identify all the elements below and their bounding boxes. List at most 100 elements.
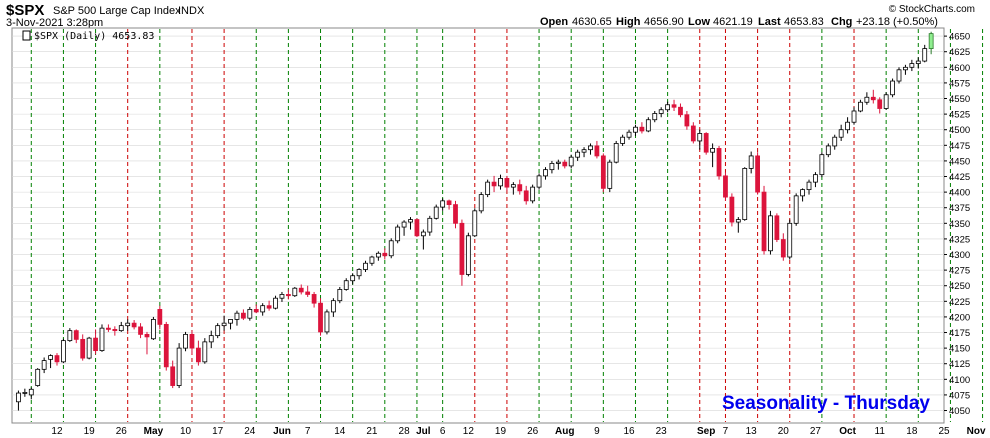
y-tick-label: 4400 <box>949 188 970 199</box>
candle-body <box>928 33 934 49</box>
candle-body <box>832 136 838 147</box>
candle-body <box>170 366 176 386</box>
candle <box>453 200 458 229</box>
x-tick-label: 14 <box>334 426 346 437</box>
x-tick-label: 6 <box>440 426 446 437</box>
candle <box>414 218 420 238</box>
x-tick-label: 24 <box>244 426 256 437</box>
candle <box>330 298 336 317</box>
candle <box>774 213 780 243</box>
x-axis: 12 19 26 May 10 17 24 Jun 7 14 21 28 Jul 6 12 19 26 Aug 9 1… <box>51 426 986 437</box>
candle <box>877 97 883 114</box>
candle-body <box>144 333 150 338</box>
index-name: S&P 500 Large Cap Index <box>53 5 181 17</box>
candle <box>697 129 703 150</box>
candle <box>633 124 638 136</box>
candle-body <box>562 161 568 167</box>
candle-body <box>858 101 863 112</box>
candle <box>562 159 568 169</box>
candle <box>723 172 728 201</box>
candle-body <box>279 294 285 299</box>
candle-body <box>555 161 561 164</box>
candle-body <box>54 355 60 363</box>
candle <box>22 388 28 397</box>
candle-body <box>196 347 201 363</box>
last-value: 4653.83 <box>784 16 824 28</box>
candle-body <box>652 113 658 121</box>
y-tick-label: 4050 <box>949 406 970 417</box>
legend-swatch <box>22 30 31 41</box>
candle <box>575 149 581 161</box>
candle <box>196 340 201 366</box>
candle-body <box>723 175 728 198</box>
candle <box>588 143 593 155</box>
x-tick-label: 18 <box>906 426 918 437</box>
candle <box>221 315 227 331</box>
candle <box>485 179 491 198</box>
candle <box>151 316 156 341</box>
y-tick-label: 4600 <box>949 63 970 74</box>
candle-body <box>453 204 458 224</box>
candle-body <box>825 145 831 156</box>
candle <box>742 167 748 221</box>
candle-body <box>768 215 773 252</box>
candle-body <box>285 294 291 297</box>
candle <box>350 273 356 285</box>
candle <box>157 305 163 330</box>
candle <box>125 319 131 331</box>
legend-label: $SPX (Daily) 4653.83 <box>34 31 154 42</box>
candle-body <box>748 155 754 169</box>
candle <box>478 192 484 214</box>
candle-body <box>510 184 516 188</box>
x-tick-label: Oct <box>839 426 856 437</box>
x-tick-label: 19 <box>84 426 96 437</box>
candle-body <box>600 155 606 189</box>
chg-label: Chg <box>831 16 852 28</box>
candle <box>459 219 465 286</box>
candle-body <box>382 252 388 257</box>
candle-body <box>112 328 118 332</box>
candle-body <box>465 235 471 275</box>
candle-body <box>665 104 671 111</box>
candle-body <box>298 287 304 293</box>
candle-body <box>73 330 79 340</box>
candle-body <box>536 175 542 188</box>
candle <box>594 140 600 159</box>
candle-body <box>620 136 626 144</box>
candle <box>858 99 863 113</box>
y-axis: 4050 4075 4100 4125 4150 4175 4200 4225 4250 4275… <box>944 32 970 417</box>
x-tick-label: 12 <box>51 426 63 437</box>
candle-body <box>690 125 696 142</box>
y-tick-label: 4650 <box>949 32 970 43</box>
candle-body <box>67 330 73 342</box>
seasonality-annotation: Seasonality - Thursday <box>722 393 930 414</box>
candle-body <box>459 222 465 275</box>
candle-body <box>716 148 722 177</box>
x-tick-label: Sep <box>697 426 715 437</box>
x-tick-label: 19 <box>495 426 507 437</box>
candle-body <box>787 222 793 258</box>
y-tick-label: 4225 <box>949 297 970 308</box>
candle <box>568 154 574 169</box>
grid-layer <box>12 35 944 411</box>
candle-body <box>472 210 478 237</box>
candle <box>658 107 664 118</box>
candle <box>388 238 394 259</box>
candle-body <box>549 163 555 171</box>
candle-body <box>138 326 143 335</box>
chg-value: +23.18 (+0.50%) <box>856 16 938 28</box>
candle <box>112 326 118 336</box>
candle <box>536 173 542 190</box>
candle <box>472 208 478 238</box>
x-tick-label: Nov <box>967 426 986 437</box>
y-tick-label: 4625 <box>949 47 970 58</box>
candle <box>61 338 66 364</box>
candle <box>890 78 895 98</box>
y-tick-label: 4125 <box>949 359 970 370</box>
candle <box>183 331 188 352</box>
candle-body <box>626 131 632 138</box>
x-tick-label: 7 <box>723 426 729 437</box>
candle-body <box>131 322 137 328</box>
candle-body <box>645 119 651 132</box>
candle-body <box>408 219 413 223</box>
